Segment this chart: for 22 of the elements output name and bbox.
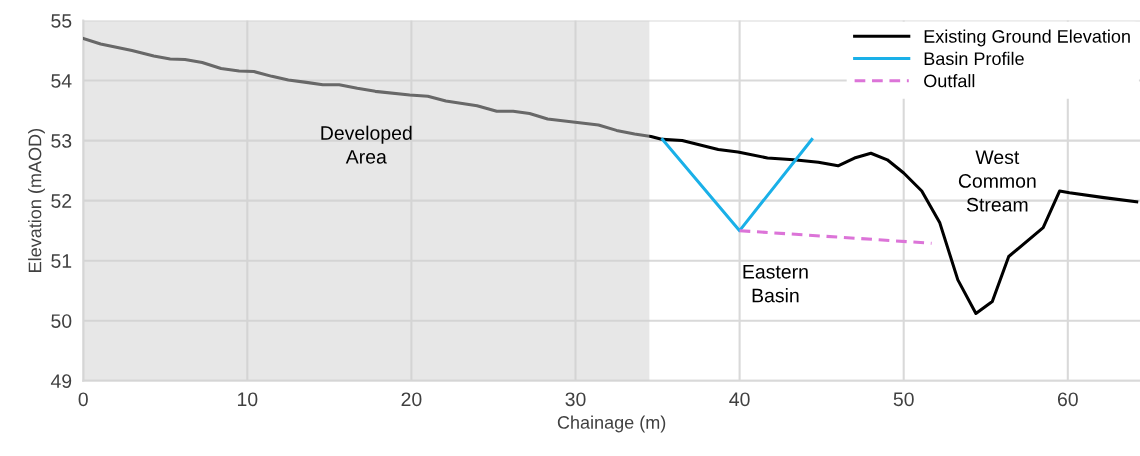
legend-label: Existing Ground Elevation (924, 29, 1130, 47)
y-tick-label: 49 (50, 374, 72, 388)
x-tick-label: 10 (237, 392, 258, 407)
x-tick-label: 50 (893, 392, 914, 407)
band-label: Developed Area (321, 125, 412, 164)
legend-label: Outfall (924, 74, 975, 88)
x-tick-label: 20 (401, 392, 422, 407)
x-tick-label: 40 (729, 392, 750, 407)
x-tick-label: 0 (78, 392, 88, 407)
y-tick-label: 52 (51, 194, 72, 208)
y-tick-label: 50 (51, 314, 72, 328)
y-tick-label: 51 (51, 254, 72, 268)
y-tick-label: 53 (51, 134, 72, 148)
y-tick-label: 55 (51, 14, 72, 28)
y-axis-title: Elevation (mAOD) (28, 129, 45, 272)
annotation: Eastern Basin (743, 265, 808, 303)
x-tick-label: 30 (565, 392, 586, 407)
legend-label: Basin Profile (924, 51, 1024, 66)
x-tick-label: 60 (1057, 392, 1078, 407)
y-tick-label: 54 (51, 74, 72, 88)
x-axis-title: Chainage (m) (557, 415, 666, 433)
annotation: West Common Stream (958, 150, 1036, 212)
